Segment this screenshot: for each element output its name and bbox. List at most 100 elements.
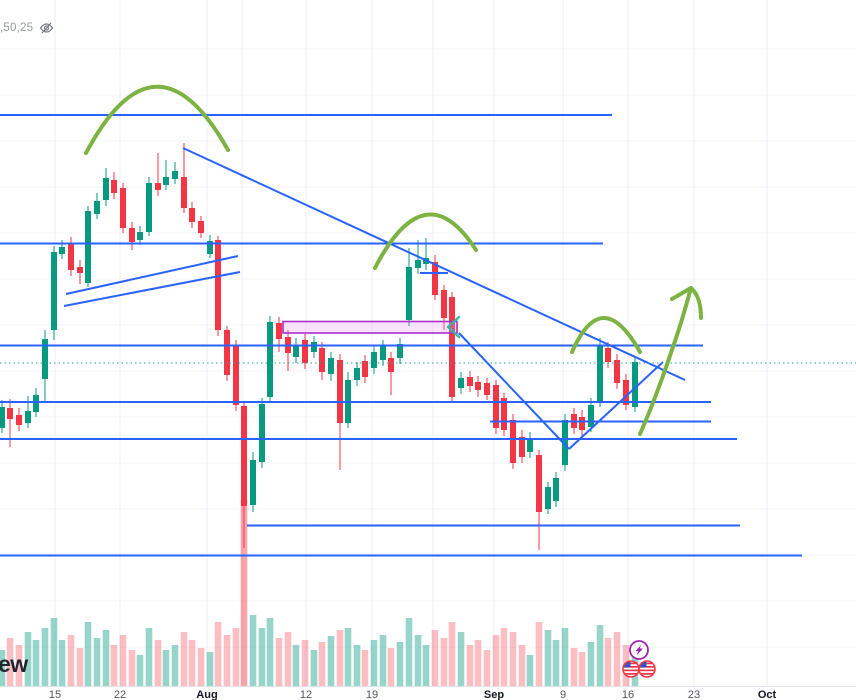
volume-bar — [379, 635, 387, 686]
volume-bar — [249, 615, 257, 686]
volume-bar — [578, 652, 586, 686]
volume-bar — [596, 625, 604, 686]
candle-body — [432, 262, 438, 295]
freehand-arrow-head[interactable] — [689, 286, 703, 320]
volume-bar — [171, 645, 179, 686]
time-axis-label: 15 — [48, 689, 62, 700]
us-flag-event-icon-2[interactable] — [638, 660, 656, 678]
volume-bar — [24, 632, 32, 686]
freehand-arc-drawing[interactable] — [373, 212, 478, 270]
candle-body — [475, 382, 481, 390]
volume-bar — [344, 628, 352, 686]
candle-body — [241, 406, 247, 506]
candle-body — [51, 252, 57, 330]
volume-bar — [544, 630, 552, 686]
volume-bar — [136, 655, 144, 686]
us-flag-event-icon[interactable] — [622, 660, 640, 678]
time-axis-label: 19 — [365, 689, 379, 700]
volume-bar — [0, 650, 6, 686]
volume-bar — [93, 638, 101, 686]
volume-bar — [387, 648, 395, 686]
volume-bar — [474, 640, 482, 686]
freehand-arrow-shaft[interactable] — [638, 286, 693, 436]
volume-bar — [84, 622, 92, 686]
candle-body — [172, 171, 178, 179]
volume-bar — [15, 645, 23, 686]
volume-bar — [110, 645, 118, 686]
volume-bar — [275, 638, 283, 686]
candle-body — [527, 438, 533, 452]
volume-bar — [457, 632, 465, 686]
candle-body — [233, 345, 239, 405]
candle-body — [198, 221, 204, 233]
time-axis-label: Oct — [757, 689, 777, 700]
volume-bar — [214, 622, 222, 686]
candle-body — [25, 411, 31, 423]
candle-body — [42, 339, 48, 379]
candle-body — [588, 405, 594, 427]
trendline[interactable] — [63, 271, 241, 307]
volume-bar — [318, 642, 326, 686]
candle-body — [146, 183, 152, 232]
volume-bar — [613, 632, 621, 686]
volume-bar — [76, 648, 84, 686]
candle-body — [85, 211, 91, 283]
candle-body — [0, 407, 5, 428]
freehand-arrow-head[interactable] — [670, 286, 693, 301]
candle-body — [120, 188, 126, 228]
time-axis-label: Sep — [483, 689, 505, 700]
eye-slash-icon[interactable] — [39, 21, 54, 35]
volume-bar — [518, 645, 526, 686]
volume-bar — [119, 635, 127, 686]
candle-body — [267, 322, 273, 397]
volume-bar — [310, 650, 318, 686]
volume-bar — [422, 645, 430, 686]
trendline[interactable] — [65, 255, 239, 295]
candle-body — [59, 247, 65, 254]
trendline[interactable] — [458, 332, 570, 450]
candle-body — [337, 360, 343, 423]
volume-bar — [483, 650, 491, 686]
trendline[interactable] — [568, 361, 664, 450]
candle-body — [388, 358, 394, 372]
volume-bar — [6, 638, 14, 686]
candle-body — [215, 240, 221, 330]
volume-bar — [102, 630, 110, 686]
volume-bar — [561, 628, 569, 686]
candle-body — [94, 201, 100, 214]
volume-bar — [266, 618, 274, 686]
candle-body — [579, 417, 585, 430]
candle-body — [68, 243, 74, 270]
time-axis[interactable]: 15 22 Aug 12 19 Sep 9 16 23 Oct — [0, 686, 856, 700]
time-axis-label: Aug — [196, 689, 218, 700]
freehand-arc-drawing[interactable] — [84, 84, 230, 155]
candle-body — [441, 290, 447, 318]
candle-body — [449, 297, 455, 397]
lightning-event-icon[interactable] — [629, 640, 649, 660]
volume-bar — [128, 650, 136, 686]
candle-body — [632, 362, 638, 407]
volume-bar — [440, 638, 448, 686]
candle-body — [207, 241, 213, 254]
candle-body — [189, 208, 195, 222]
volume-bar — [327, 636, 335, 686]
trendline[interactable] — [182, 147, 686, 381]
volume-bar — [258, 628, 266, 686]
candle-body — [311, 342, 317, 352]
candle-body — [510, 420, 516, 463]
volume-bar — [162, 650, 170, 686]
time-axis-label: 16 — [621, 689, 635, 700]
freehand-arc-drawing[interactable] — [570, 316, 642, 354]
candle-body — [605, 348, 611, 362]
volume-bar — [405, 618, 413, 686]
volume-bar — [361, 650, 369, 686]
price-range-box[interactable] — [282, 320, 458, 334]
volume-bar — [414, 635, 422, 686]
candle-body — [328, 358, 334, 374]
candle-body — [536, 455, 542, 512]
range-box-chevron-icon[interactable] — [446, 315, 461, 339]
candle-body — [250, 460, 256, 505]
candle-body — [7, 408, 13, 419]
